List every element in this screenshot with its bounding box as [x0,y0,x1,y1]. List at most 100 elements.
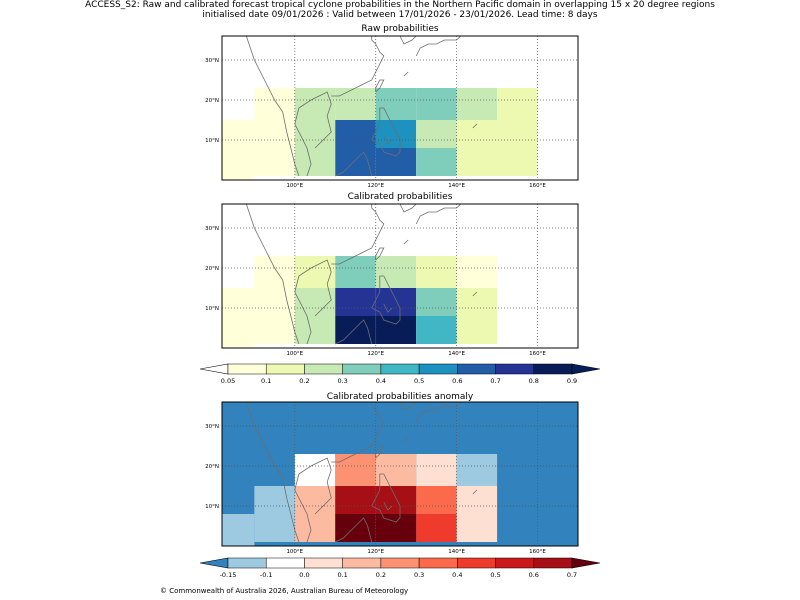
x-tick-label: 140°E [448,549,465,555]
colorbar-tick-label: 0.4 [376,377,386,385]
probability-cell [375,148,417,176]
coastline [335,319,373,345]
probability-cell [416,148,457,176]
probability-cell [294,148,336,176]
probability-cell [335,486,376,514]
coastline [245,35,300,177]
coastline [383,501,393,511]
probability-cell [335,120,376,148]
x-tick-label: 120°E [367,549,384,555]
coastline [403,239,409,245]
colorbar-swatch [533,363,573,375]
coastline [294,457,332,543]
probability-cell [254,88,295,120]
coastline [245,203,300,345]
x-tick-label: 140°E [448,183,465,189]
map-frame [221,35,579,181]
probability-cell [375,454,417,486]
colorbar-under-arrow [199,557,229,569]
x-tick-label: 160°E [529,183,546,189]
coastline [415,35,461,57]
colorbar-tick-label: 0.7 [567,571,577,579]
colorbar-swatch [227,363,267,375]
colorbar-swatch [304,557,343,569]
probability-cell [254,288,295,316]
x-tick-label: 100°E [286,183,303,189]
probability-cell [375,88,417,120]
colorbar-tick-label: 0.6 [529,571,539,579]
probability-cell [294,514,336,542]
coastline [294,259,332,345]
anomaly-colorbar [199,557,601,569]
probability-cell [294,316,336,344]
probability-cell [254,316,295,344]
probability-cell [254,514,295,542]
coastline [294,91,332,177]
figure-title-line1: ACCESS_S2: Raw and calibrated forecast t… [85,0,715,10]
coastline [415,203,461,225]
colorbar-tick-label: 0.9 [567,377,577,385]
coastline [383,303,393,313]
probability-cell [456,120,498,148]
colorbar-tick-label: 0.2 [299,377,309,385]
colorbar-swatch [227,557,267,569]
probability-cell [456,486,498,514]
probability-cell [294,454,336,486]
colorbar-swatch [380,363,420,375]
y-tick-label: 20°N [205,98,219,104]
probability-cell [497,148,538,176]
anomaly-panel-title: Calibrated probabilities anomaly [326,392,474,402]
probability-cell [335,256,376,288]
map-frame [221,401,579,547]
coastline [399,35,417,45]
probability-cell [294,120,336,148]
probability-cell [222,316,255,348]
colorbar-swatch [457,557,496,569]
probability-cell [222,288,255,316]
y-tick-label: 10°N [205,306,219,312]
probability-cell [375,120,417,148]
probability-cell [254,120,295,148]
colorbar-over-arrow [571,363,601,375]
probability-cell [416,486,457,514]
probability-cell [254,256,295,288]
y-tick-label: 10°N [205,138,219,144]
probability-cell [456,316,498,344]
coastline [371,473,401,523]
probability-cell [416,88,457,120]
coastline [472,123,478,129]
coastline [399,401,417,411]
coastline [383,135,393,145]
colorbar-swatch [533,557,573,569]
x-tick-label: 120°E [367,183,384,189]
colorbar-tick-label: 0.3 [414,571,424,579]
probability-cell [294,288,336,316]
y-tick-label: 20°N [205,464,219,470]
colorbar-swatch [457,363,496,375]
x-tick-label: 140°E [448,351,465,357]
probability-cell [222,148,255,180]
probability-cell [335,514,376,542]
x-tick-label: 100°E [286,549,303,555]
x-tick-label: 160°E [529,549,546,555]
probability-cell [456,88,498,120]
probability-cell [497,120,538,148]
coastline [375,445,385,459]
probability-cell [375,514,417,542]
coastline [403,71,409,77]
colorbar-swatch [418,363,458,375]
calibrated-panel-title: Calibrated probabilities [347,192,453,202]
coastline [371,107,401,157]
colorbar-tick-label: 0.8 [529,377,539,385]
probability-cell [254,148,295,176]
coastline [399,203,417,213]
probability-cell [335,288,376,316]
colorbar-swatch [342,363,382,375]
coastline [335,517,373,543]
colorbar-swatch [495,363,535,375]
probability-cell [294,486,336,514]
probability-cell [497,88,538,120]
colorbar-tick-label: 0.1 [261,377,271,385]
colorbar-tick-label: 0.6 [452,377,462,385]
probability-cell [335,88,376,120]
